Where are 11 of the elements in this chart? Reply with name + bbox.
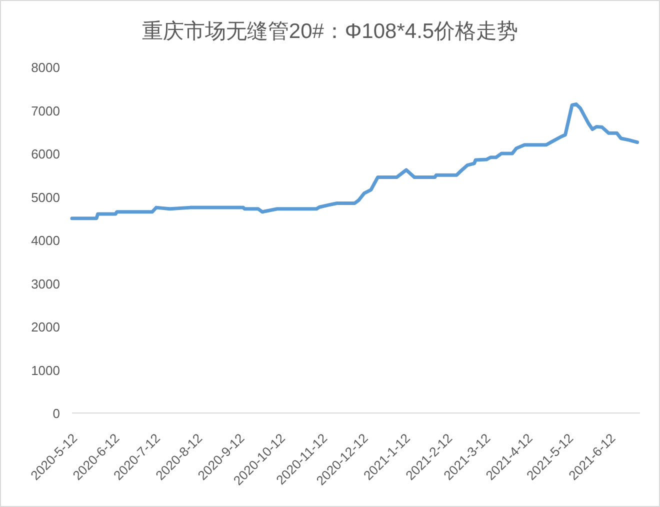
chart-title: 重庆市场无缝管20#：Φ108*4.5价格走势 (142, 20, 518, 43)
y-tick-label: 3000 (31, 276, 60, 292)
line-series (70, 102, 640, 220)
y-tick-label: 1000 (31, 362, 60, 378)
y-tick-label: 5000 (31, 190, 60, 205)
y-tick-label: 4000 (31, 233, 60, 248)
y-tick-label: 2000 (31, 320, 60, 334)
y-tick-label: 0 (52, 406, 60, 421)
y-tick-label: 7000 (31, 103, 60, 118)
y-tick-label: 6000 (31, 146, 60, 162)
y-tick-label: 8000 (31, 60, 60, 75)
